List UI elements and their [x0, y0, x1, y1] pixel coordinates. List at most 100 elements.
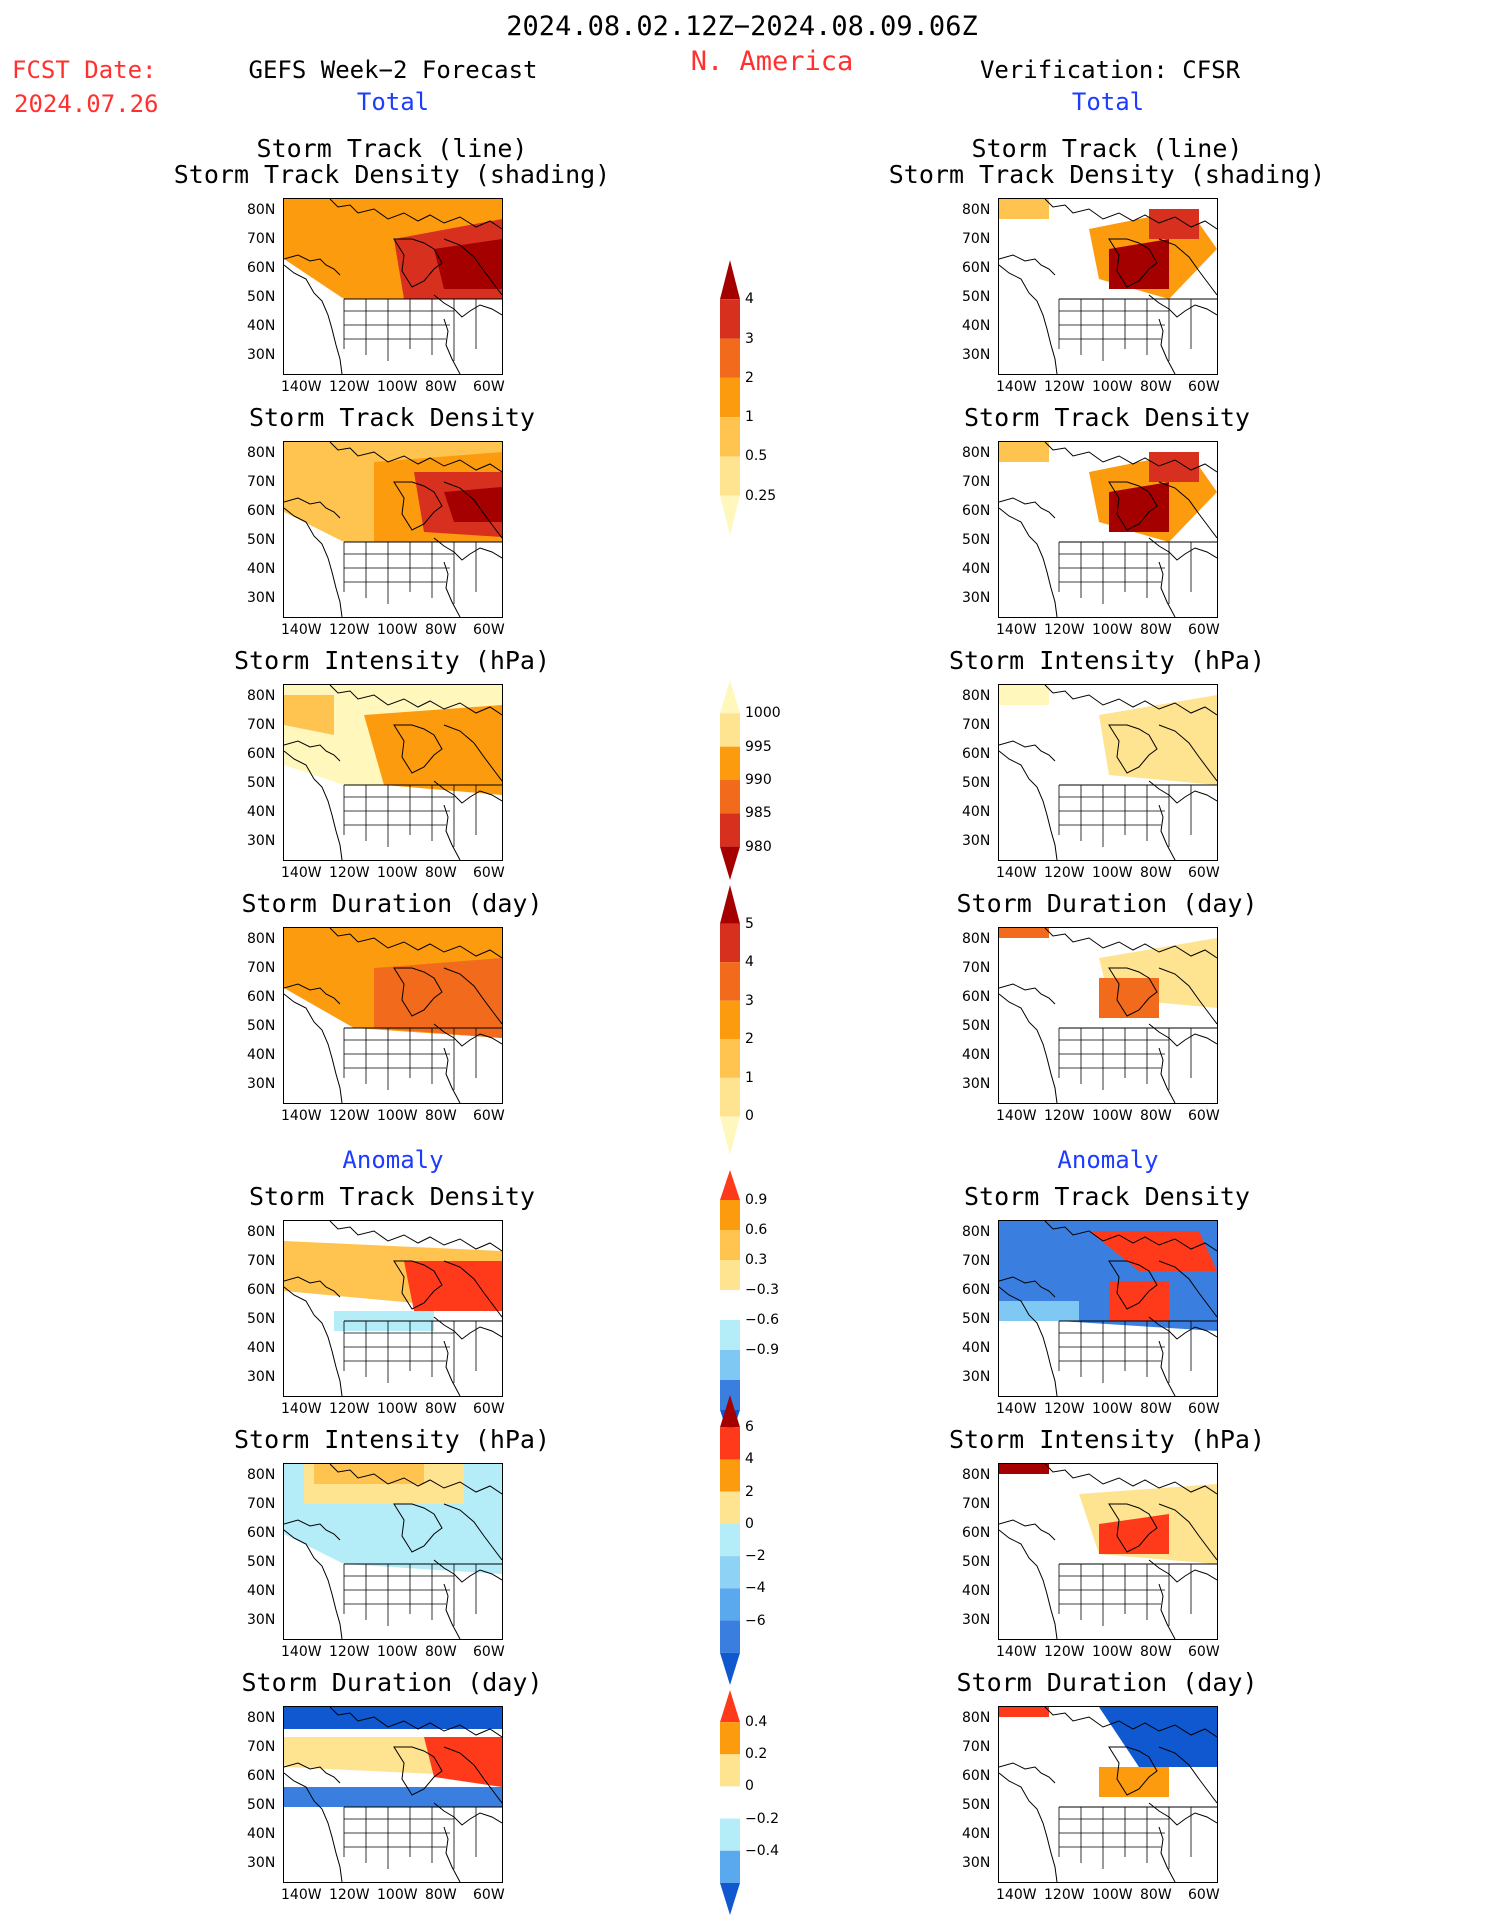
lat-tick-label: 40N	[247, 1826, 276, 1842]
lat-tick-label: 30N	[247, 590, 276, 606]
colorbar-segment	[720, 1230, 740, 1260]
lat-tick-label: 30N	[962, 833, 991, 849]
colorbar-label: 0.3	[745, 1252, 768, 1268]
lon-tick-label: 100W	[1092, 1401, 1133, 1417]
lon-tick-label: 140W	[281, 1887, 322, 1903]
colorbar-label: 1	[745, 409, 754, 426]
lat-tick-label: 50N	[962, 1311, 991, 1327]
lat-tick-label: 50N	[962, 1797, 991, 1813]
coastline	[443, 481, 502, 539]
shading-region	[1109, 239, 1169, 289]
coastline	[393, 238, 443, 288]
shading-region	[1149, 452, 1199, 482]
lon-tick-label: 80W	[425, 1887, 457, 1903]
coastline	[1158, 1260, 1217, 1318]
lat-tick-label: 30N	[247, 347, 276, 363]
coastline	[284, 1286, 343, 1396]
lat-tick-label: 60N	[247, 260, 276, 276]
coastline	[999, 1286, 1058, 1396]
colorbar-label: −0.6	[745, 1312, 779, 1328]
coastline	[284, 993, 343, 1103]
lon-tick-label: 140W	[996, 379, 1037, 395]
lat-tick-label: 30N	[247, 1855, 276, 1871]
lon-tick-label: 60W	[1188, 1887, 1220, 1903]
colorbar-segment	[720, 813, 740, 847]
colorbar-duration: 5 4 3 2 1 0	[715, 885, 795, 1155]
colorbar-cap	[720, 680, 740, 714]
coastline	[1158, 1340, 1176, 1396]
lon-tick-label: 120W	[329, 1108, 370, 1124]
panel-title-left-duration: Storm Duration (day)	[241, 889, 543, 918]
lon-tick-label: 100W	[377, 1644, 418, 1660]
coastline	[1108, 1746, 1158, 1796]
shading-region	[284, 1787, 502, 1807]
lon-tick-label: 100W	[1092, 622, 1133, 638]
coastline	[999, 750, 1058, 860]
lon-tick-label: 80W	[425, 865, 457, 881]
lon-tick-label: 120W	[329, 1401, 370, 1417]
lat-tick-label: 80N	[247, 1710, 276, 1726]
coastline	[443, 1503, 502, 1561]
lon-tick-label: 140W	[996, 1887, 1037, 1903]
colorbar-cap	[720, 1652, 740, 1685]
coastline	[999, 497, 1056, 519]
panel-title-right-intensity: Storm Intensity (hPa)	[948, 646, 1266, 675]
lat-tick-label: 70N	[962, 960, 991, 976]
shading-region	[434, 239, 502, 289]
colorbar-label: −6	[745, 1612, 766, 1629]
coastline	[329, 199, 502, 230]
coastline	[1044, 199, 1217, 230]
coastline	[999, 1529, 1058, 1639]
shading-region	[999, 442, 1049, 462]
coastline	[1108, 967, 1158, 1017]
lat-tick-label: 80N	[247, 1224, 276, 1240]
coastline	[999, 507, 1058, 617]
colorbar-segment	[720, 1320, 740, 1350]
map-panel-left-aintensity	[283, 1463, 503, 1640]
lon-tick-label: 60W	[473, 1644, 505, 1660]
coastline	[433, 1023, 502, 1047]
lon-tick-label: 100W	[377, 865, 418, 881]
colorbar-segment	[720, 1523, 740, 1557]
lat-tick-label: 30N	[962, 590, 991, 606]
lat-tick-label: 80N	[962, 445, 991, 461]
coastline	[284, 1529, 343, 1639]
lon-tick-label: 120W	[1044, 865, 1085, 881]
coastline	[393, 967, 443, 1017]
lon-tick-label: 100W	[377, 1108, 418, 1124]
lat-tick-label: 30N	[962, 1076, 991, 1092]
map-panel-right-aintensity	[998, 1463, 1218, 1640]
colorbar-segment	[720, 962, 740, 1001]
coastline	[284, 1772, 343, 1882]
coastline	[284, 1519, 341, 1541]
lon-tick-label: 140W	[281, 1644, 322, 1660]
colorbar-segment	[720, 1350, 740, 1380]
lon-tick-label: 60W	[473, 865, 505, 881]
lat-tick-label: 60N	[247, 989, 276, 1005]
lat-tick-label: 60N	[962, 989, 991, 1005]
fcst-date: 2024.07.26	[14, 90, 159, 118]
map-panel-right-aduration	[998, 1706, 1218, 1883]
lat-tick-label: 50N	[962, 289, 991, 305]
left-column-title: GEFS Week−2 Forecast	[248, 56, 538, 84]
lat-tick-label: 80N	[247, 445, 276, 461]
lat-tick-label: 80N	[962, 1467, 991, 1483]
coastline	[1158, 1503, 1217, 1561]
coastline	[1044, 1707, 1217, 1738]
colorbar-label: 4	[745, 291, 754, 308]
lon-tick-label: 140W	[281, 865, 322, 881]
colorbar-label: 0.25	[745, 487, 777, 504]
lon-tick-label: 80W	[425, 1644, 457, 1660]
lon-tick-label: 60W	[1188, 1644, 1220, 1660]
colorbar-segment	[720, 377, 740, 418]
lat-tick-label: 80N	[962, 1710, 991, 1726]
colorbar-segment	[720, 1556, 740, 1589]
region-title: N. America	[690, 46, 854, 77]
colorbar-label: 0.5	[745, 448, 768, 465]
lat-tick-label: 60N	[962, 260, 991, 276]
panel-title-left-intensity: Storm Intensity (hPa)	[233, 646, 551, 675]
coastline	[1158, 967, 1217, 1025]
coastline	[393, 724, 443, 774]
lat-tick-label: 80N	[247, 688, 276, 704]
lat-tick-label: 30N	[962, 1369, 991, 1385]
